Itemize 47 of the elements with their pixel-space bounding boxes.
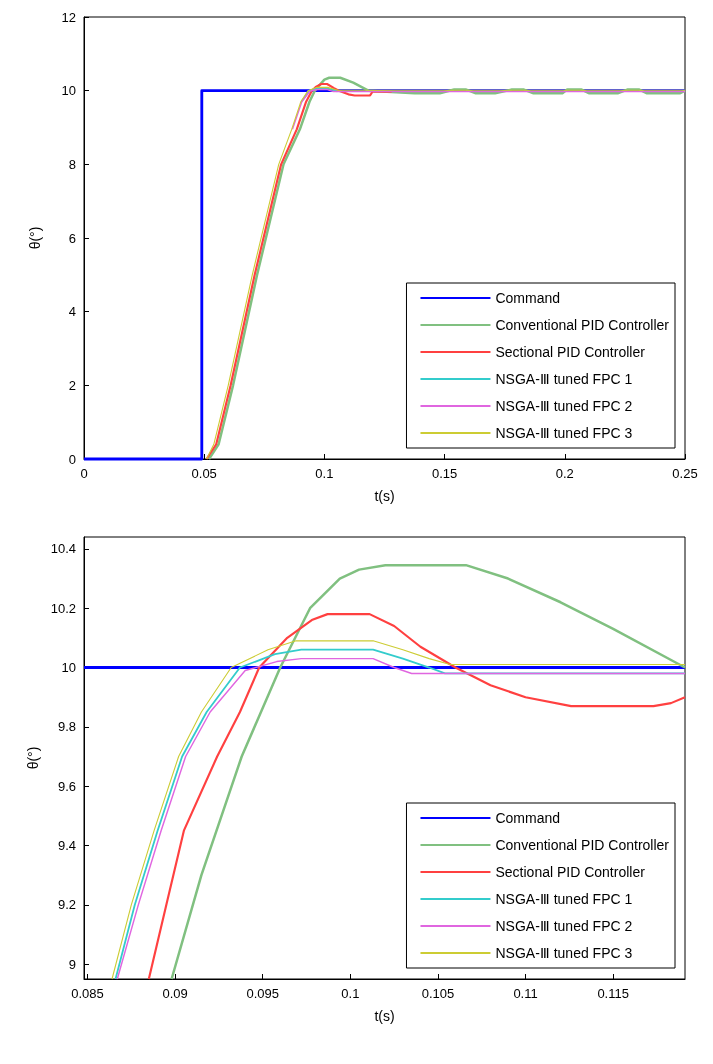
legend-label: Command (495, 290, 561, 306)
line-series (205, 82, 393, 461)
y-tick-label: 10 (61, 660, 76, 676)
y-tick-label: 10 (61, 83, 76, 99)
y-tick-label: 9 (68, 956, 76, 972)
legend-label: NSGA-Ⅲ tuned FPC 2 (495, 398, 633, 414)
legend-label: NSGA-Ⅲ tuned FPC 1 (495, 891, 633, 907)
x-tick-label: 0.1 (341, 986, 360, 1001)
legend-label: Sectional PID Controller (495, 864, 646, 880)
legend-label: Conventional PID Controller (495, 317, 670, 333)
x-tick-label: 0 (80, 466, 88, 481)
x-axis-title: t(s) (374, 488, 395, 504)
legend-label: NSGA-Ⅲ tuned FPC 3 (495, 945, 633, 961)
x-tick-label: 0.115 (597, 986, 629, 1001)
x-tick-label: 0.09 (162, 986, 188, 1001)
x-tick-label: 0.2 (555, 466, 574, 481)
y-tick-label: 6 (68, 230, 76, 246)
legend-label: Command (495, 810, 561, 826)
line-series (291, 88, 686, 131)
legend-label: NSGA-Ⅲ tuned FPC 1 (495, 371, 633, 387)
y-tick-label: 10.2 (50, 600, 76, 616)
x-tick-label: 0.25 (672, 466, 698, 481)
y-tick-label: 2 (68, 377, 76, 393)
x-tick-label: 0.05 (191, 466, 217, 481)
x-axis-title: t(s) (374, 1008, 395, 1024)
y-tick-label: 9.4 (57, 838, 76, 854)
y-axis-title: θ(°) (27, 226, 43, 250)
y-tick-label: 0 (68, 451, 76, 467)
x-tick-label: 0.1 (315, 466, 334, 481)
x-tick-label: 0.105 (421, 986, 455, 1001)
x-tick-label: 0.15 (431, 466, 458, 481)
x-tick-label: 0.095 (246, 986, 279, 1001)
x-tick-label: 0.11 (513, 986, 538, 1001)
y-tick-label: 12 (61, 9, 76, 25)
y-tick-label: 9.2 (57, 897, 76, 913)
y-tick-label: 4 (68, 304, 76, 320)
legend-label: Conventional PID Controller (495, 837, 670, 853)
y-tick-label: 9.6 (57, 778, 76, 794)
y-tick-label: 10.4 (50, 541, 76, 557)
x-tick-label: 0.085 (71, 986, 104, 1001)
legend-label: NSGA-Ⅲ tuned FPC 3 (495, 425, 633, 441)
legend-label: NSGA-Ⅲ tuned FPC 2 (495, 918, 633, 934)
y-axis-title: θ(°) (24, 746, 41, 770)
y-tick-label: 9.8 (57, 719, 76, 735)
legend-label: Sectional PID Controller (495, 344, 646, 360)
y-tick-label: 8 (68, 156, 76, 172)
line-series (170, 563, 687, 981)
